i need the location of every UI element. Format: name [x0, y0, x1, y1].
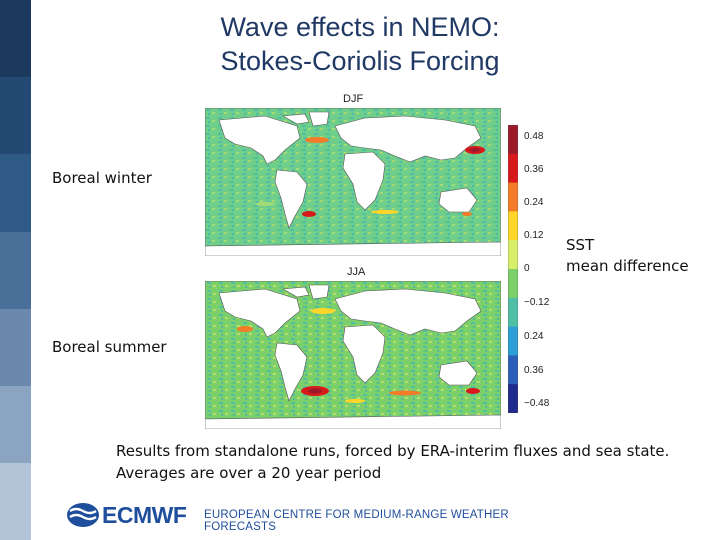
sst-map-djf — [205, 108, 501, 256]
row-label-boreal-summer: Boreal summer — [48, 337, 171, 357]
band-segment — [0, 385, 31, 464]
colorbar-label-line-1: SST — [566, 236, 595, 254]
colorbar-swatch — [508, 326, 518, 356]
row-label-boreal-winter: Boreal winter — [48, 168, 156, 188]
colorbar-tick-label: 0.36 — [524, 365, 544, 376]
caption-line-2: Averages are over a 20 year period — [116, 464, 382, 482]
colorbar-label-line-2: mean difference — [566, 257, 689, 275]
slide-title: Wave effects in NEMO: Stokes-Coriolis Fo… — [0, 10, 720, 78]
colorbar-swatch — [508, 182, 518, 212]
colorbar-swatch — [508, 384, 518, 413]
logo-wordmark: ECMWF — [102, 502, 187, 528]
colorbar-tick-label: 0.24 — [524, 331, 544, 342]
colorbar-tick-label: 0.36 — [524, 164, 544, 175]
colorbar-tick-label: 0.12 — [524, 230, 544, 241]
footer-logo: ECMWF EUROPEAN CENTRE FOR MEDIUM-RANGE W… — [66, 500, 536, 533]
colorbar-swatch — [508, 355, 518, 385]
colorbar-tick-label: 0.48 — [524, 131, 544, 142]
map-season-label-djf: DJF — [343, 93, 364, 105]
side-color-band — [0, 0, 31, 540]
colorbar-tick-label: 0.24 — [524, 197, 544, 208]
colorbar-swatch — [508, 153, 518, 184]
band-segment — [0, 154, 31, 232]
map-season-label-jja: JJA — [347, 266, 366, 278]
colorbar-swatch — [508, 211, 518, 241]
colorbar-swatch — [508, 269, 518, 299]
colorbar-swatch — [508, 240, 518, 270]
band-segment — [0, 77, 31, 155]
band-segment — [0, 0, 31, 78]
title-line-1: Wave effects in NEMO: — [220, 12, 500, 42]
colorbar-swatch — [508, 297, 518, 328]
caption-line-1: Results from standalone runs, forced by … — [116, 442, 670, 460]
band-segment — [0, 308, 31, 386]
colorbar — [508, 125, 518, 413]
logo-tagline: EUROPEAN CENTRE FOR MEDIUM-RANGE WEATHER… — [204, 509, 509, 533]
ecmwf-logo-icon — [67, 503, 99, 527]
colorbar-tick-label: 0 — [524, 263, 530, 274]
sst-map-jja — [205, 281, 501, 429]
colorbar-swatch — [508, 125, 518, 155]
band-segment — [0, 463, 31, 540]
colorbar-label: SST mean difference — [566, 235, 689, 277]
band-segment — [0, 231, 31, 309]
colorbar-tick-label: −0.48 — [524, 398, 550, 409]
title-line-2: Stokes-Coriolis Forcing — [220, 46, 500, 76]
caption: Results from standalone runs, forced by … — [116, 440, 669, 484]
colorbar-tick-label: −0.12 — [524, 297, 550, 308]
